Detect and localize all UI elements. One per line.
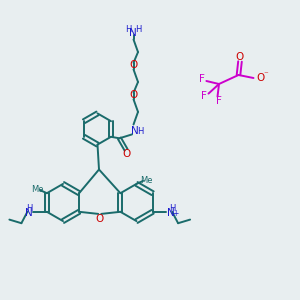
Text: F: F	[201, 91, 207, 101]
Text: O: O	[129, 60, 138, 70]
Text: N: N	[131, 126, 139, 136]
Text: O: O	[96, 214, 104, 224]
Text: O: O	[236, 52, 244, 62]
Text: H: H	[125, 25, 132, 34]
Text: N: N	[25, 208, 33, 218]
Text: O: O	[123, 149, 131, 160]
Text: H: H	[169, 204, 175, 213]
Text: Me: Me	[31, 185, 44, 194]
Text: N: N	[167, 208, 175, 218]
Text: N: N	[129, 28, 137, 38]
Text: H: H	[137, 127, 144, 136]
Text: H: H	[135, 26, 142, 34]
Text: ⁻: ⁻	[264, 70, 268, 80]
Text: Me: Me	[140, 176, 152, 185]
Text: F: F	[216, 96, 222, 106]
Text: H: H	[26, 204, 32, 213]
Text: O: O	[129, 90, 138, 100]
Text: F: F	[199, 74, 205, 84]
Text: O: O	[256, 73, 264, 83]
Text: +: +	[172, 209, 179, 218]
